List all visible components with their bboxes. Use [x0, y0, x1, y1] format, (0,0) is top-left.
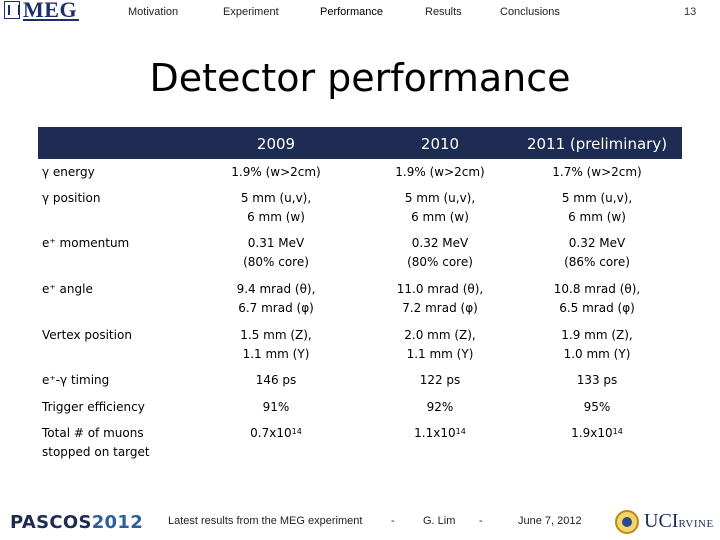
- column-header-2009: 2009: [256, 135, 296, 153]
- pascos-logo: PASCOS2012: [10, 512, 144, 533]
- table-cell: 2.0 mm (Z), 1.1 mm (Y): [404, 328, 476, 361]
- row-label-vertex-position: Vertex position: [42, 328, 132, 342]
- table-cell: 1.9x1014: [571, 426, 623, 440]
- footer-author: G. Lim: [423, 515, 456, 527]
- table-cell: 0.32 MeV (80% core): [407, 236, 473, 269]
- table-header-bar: [38, 127, 682, 159]
- column-header-2011: 2011 (preliminary): [526, 135, 668, 153]
- table-cell: 11.0 mrad (θ), 7.2 mrad (φ): [396, 282, 484, 315]
- slide-title: Detector performance: [149, 56, 571, 100]
- row-label-total-muons: Total # of muons stopped on target: [42, 426, 150, 459]
- nav-results[interactable]: Results: [425, 6, 462, 18]
- table-cell: 5 mm (u,v), 6 mm (w): [561, 191, 633, 224]
- table-cell: 146 ps: [255, 373, 297, 387]
- row-label-positron-angle: e⁺ angle: [42, 282, 93, 296]
- table-cell: 91%: [262, 400, 290, 414]
- table-cell: 1.7% (w>2cm): [552, 165, 642, 179]
- row-label-gamma-energy: γ energy: [42, 165, 95, 179]
- table-cell: 9.4 mrad (θ), 6.7 mrad (φ): [236, 282, 316, 315]
- page-number: 13: [684, 6, 697, 18]
- column-header-2010: 2010: [420, 135, 460, 153]
- uci-irvine-logo: UCIRVINE: [644, 510, 714, 532]
- table-cell: 1.5 mm (Z), 1.1 mm (Y): [240, 328, 312, 361]
- table-cell: 0.32 MeV (86% core): [564, 236, 630, 269]
- uci-seal-icon: [615, 510, 639, 534]
- row-label-gamma-position: γ position: [42, 191, 101, 205]
- meg-logo-underline: [23, 19, 79, 21]
- row-label-trigger-efficiency: Trigger efficiency: [42, 400, 145, 414]
- nav-motivation[interactable]: Motivation: [128, 6, 179, 18]
- footer-caption: Latest results from the MEG experiment: [168, 515, 363, 527]
- table-cell: 0.31 MeV (80% core): [243, 236, 309, 269]
- nav-performance[interactable]: Performance: [320, 6, 383, 18]
- table-cell: 122 ps: [419, 373, 461, 387]
- table-cell: 133 ps: [576, 373, 618, 387]
- table-cell: 10.8 mrad (θ), 6.5 mrad (φ): [553, 282, 641, 315]
- footer-date: June 7, 2012: [518, 515, 582, 527]
- nav-experiment[interactable]: Experiment: [223, 6, 279, 18]
- meg-logo: MEG: [4, 0, 104, 22]
- table-cell: 0.7x1014: [250, 426, 302, 440]
- row-label-timing: e⁺-γ timing: [42, 373, 110, 387]
- table-cell: 1.1x1014: [414, 426, 466, 440]
- meg-logo-text: MEG: [23, 0, 78, 22]
- footer-separator: -: [391, 515, 395, 527]
- table-cell: 95%: [583, 400, 611, 414]
- row-label-positron-momentum: e⁺ momentum: [42, 236, 130, 250]
- nav-conclusions[interactable]: Conclusions: [500, 6, 560, 18]
- table-cell: 92%: [426, 400, 454, 414]
- table-cell: 5 mm (u,v), 6 mm (w): [240, 191, 312, 224]
- table-cell: 5 mm (u,v), 6 mm (w): [404, 191, 476, 224]
- table-cell: 1.9% (w>2cm): [231, 165, 321, 179]
- table-cell: 1.9% (w>2cm): [395, 165, 485, 179]
- footer-separator: -: [479, 515, 483, 527]
- meg-logo-mark: [4, 1, 20, 19]
- table-cell: 1.9 mm (Z), 1.0 mm (Y): [561, 328, 633, 361]
